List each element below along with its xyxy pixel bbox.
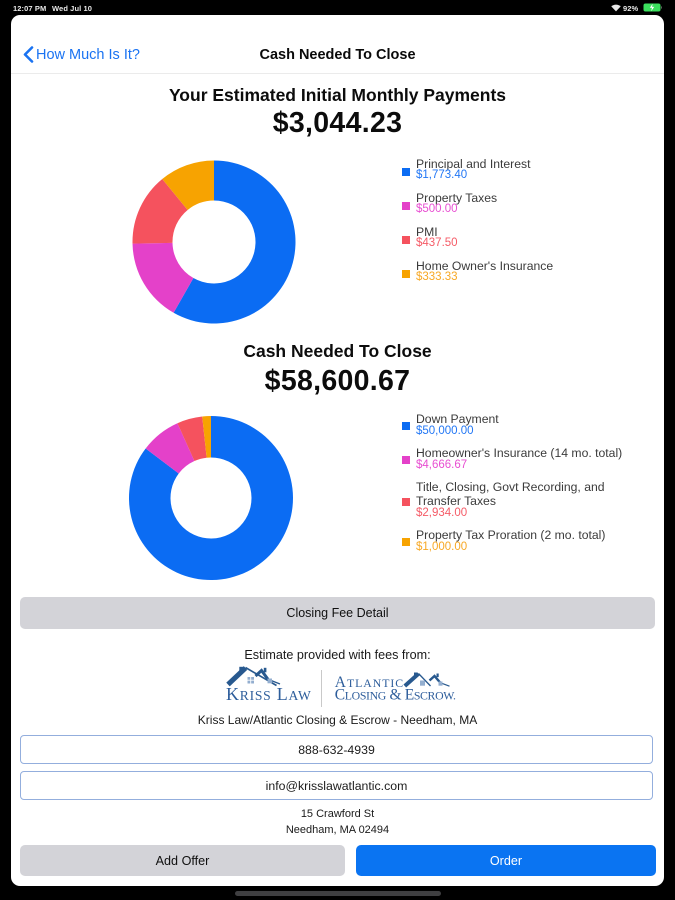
svg-text:ATLANTIC: ATLANTIC <box>335 674 404 691</box>
svg-text:KRISS LAW: KRISS LAW <box>226 684 312 704</box>
svg-text:CLOSING & ESCROW.: CLOSING & ESCROW. <box>335 687 456 704</box>
